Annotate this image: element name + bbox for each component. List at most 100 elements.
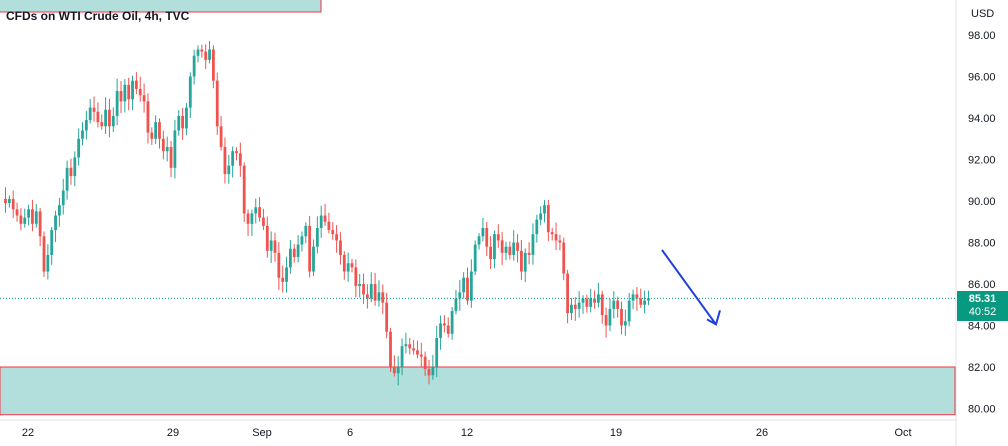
candle-body[interactable] bbox=[435, 337, 439, 367]
candle-body[interactable] bbox=[235, 151, 238, 154]
candle-body[interactable] bbox=[342, 254, 346, 272]
candle-body[interactable] bbox=[254, 207, 258, 214]
candle-body[interactable] bbox=[500, 240, 504, 253]
candle-body[interactable] bbox=[493, 234, 496, 260]
candle-body[interactable] bbox=[292, 248, 296, 258]
candle-body[interactable] bbox=[396, 367, 400, 374]
candle-body[interactable] bbox=[589, 298, 593, 307]
candle-body[interactable] bbox=[423, 356, 427, 370]
candle-body[interactable] bbox=[535, 219, 539, 235]
candle-body[interactable] bbox=[643, 300, 646, 305]
candle-body[interactable] bbox=[639, 298, 643, 305]
candle-body[interactable] bbox=[100, 122, 104, 127]
candle-body[interactable] bbox=[196, 49, 200, 56]
candle-body[interactable] bbox=[104, 109, 107, 127]
candle-body[interactable] bbox=[566, 273, 569, 314]
candle-body[interactable] bbox=[231, 151, 235, 166]
candle-body[interactable] bbox=[319, 215, 323, 228]
candle-body[interactable] bbox=[346, 263, 350, 272]
candle-body[interactable] bbox=[285, 267, 288, 282]
candle-body[interactable] bbox=[635, 294, 639, 299]
candle-body[interactable] bbox=[362, 284, 365, 295]
candle-body[interactable] bbox=[508, 246, 512, 255]
candle-body[interactable] bbox=[620, 308, 623, 326]
candle-body[interactable] bbox=[161, 138, 165, 152]
candle-body[interactable] bbox=[631, 294, 635, 301]
candle-body[interactable] bbox=[389, 331, 392, 367]
candle-body[interactable] bbox=[304, 225, 308, 237]
candle-body[interactable] bbox=[34, 211, 38, 224]
candle-body[interactable] bbox=[46, 254, 50, 272]
candle-body[interactable] bbox=[300, 236, 304, 245]
candle-body[interactable] bbox=[238, 153, 242, 166]
candle-body[interactable] bbox=[208, 49, 211, 60]
candle-body[interactable] bbox=[223, 147, 227, 175]
candle-body[interactable] bbox=[431, 367, 435, 376]
candle-body[interactable] bbox=[627, 300, 631, 322]
candle-body[interactable] bbox=[419, 354, 423, 357]
candle-body[interactable] bbox=[200, 49, 204, 52]
candle-body[interactable] bbox=[339, 240, 342, 255]
projection-arrow[interactable] bbox=[661, 249, 717, 325]
candle-body[interactable] bbox=[531, 234, 535, 255]
candle-body[interactable] bbox=[593, 298, 596, 303]
candle-body[interactable] bbox=[265, 225, 269, 251]
candle-body[interactable] bbox=[381, 292, 385, 303]
candle-body[interactable] bbox=[366, 294, 369, 299]
candle-body[interactable] bbox=[597, 294, 600, 303]
candle-body[interactable] bbox=[358, 284, 362, 287]
candle-body[interactable] bbox=[181, 115, 184, 129]
candle-body[interactable] bbox=[81, 130, 84, 139]
candle-body[interactable] bbox=[608, 308, 612, 326]
candle-body[interactable] bbox=[585, 298, 589, 307]
candle-body[interactable] bbox=[289, 248, 292, 268]
candle-body[interactable] bbox=[123, 84, 127, 102]
candle-body[interactable] bbox=[65, 167, 69, 191]
candle-body[interactable] bbox=[489, 246, 492, 260]
candle-body[interactable] bbox=[42, 236, 46, 272]
candle-body[interactable] bbox=[58, 205, 61, 216]
candle-body[interactable] bbox=[481, 227, 485, 237]
candle-body[interactable] bbox=[408, 344, 412, 349]
candle-body[interactable] bbox=[150, 132, 154, 139]
candle-body[interactable] bbox=[158, 122, 161, 139]
candle-body[interactable] bbox=[308, 225, 312, 272]
candle-body[interactable] bbox=[19, 215, 23, 224]
candle-body[interactable] bbox=[416, 350, 419, 355]
candle-body[interactable] bbox=[111, 115, 115, 127]
candle-body[interactable] bbox=[373, 284, 377, 301]
candle-body[interactable] bbox=[477, 236, 481, 245]
candle-body[interactable] bbox=[242, 165, 246, 214]
candle-body[interactable] bbox=[131, 80, 134, 100]
candle-body[interactable] bbox=[604, 315, 608, 326]
candle-body[interactable] bbox=[504, 246, 508, 253]
candle-body[interactable] bbox=[581, 298, 585, 303]
candle-body[interactable] bbox=[312, 246, 315, 272]
candle-body[interactable] bbox=[215, 80, 219, 127]
candle-body[interactable] bbox=[350, 263, 354, 268]
candle-body[interactable] bbox=[69, 167, 73, 177]
candle-body[interactable] bbox=[400, 346, 404, 367]
candle-body[interactable] bbox=[573, 304, 577, 309]
candle-body[interactable] bbox=[246, 213, 250, 224]
candle-body[interactable] bbox=[469, 271, 473, 301]
candle-body[interactable] bbox=[173, 130, 177, 168]
candle-body[interactable] bbox=[61, 190, 65, 206]
candle-body[interactable] bbox=[192, 55, 196, 77]
candle-body[interactable] bbox=[562, 242, 566, 274]
candle-body[interactable] bbox=[331, 230, 335, 235]
candle-body[interactable] bbox=[327, 221, 331, 231]
candle-body[interactable] bbox=[392, 367, 396, 374]
candle-body[interactable] bbox=[50, 230, 54, 255]
candle-body[interactable] bbox=[473, 244, 477, 272]
candle-body[interactable] bbox=[119, 91, 123, 102]
candle-body[interactable] bbox=[354, 267, 358, 287]
candle-body[interactable] bbox=[73, 157, 77, 177]
candle-body[interactable] bbox=[315, 227, 319, 247]
candle-body[interactable] bbox=[454, 298, 458, 311]
candle-body[interactable] bbox=[154, 122, 158, 139]
candle-body[interactable] bbox=[458, 292, 462, 299]
candle-body[interactable] bbox=[250, 213, 254, 224]
candle-body[interactable] bbox=[612, 300, 616, 309]
